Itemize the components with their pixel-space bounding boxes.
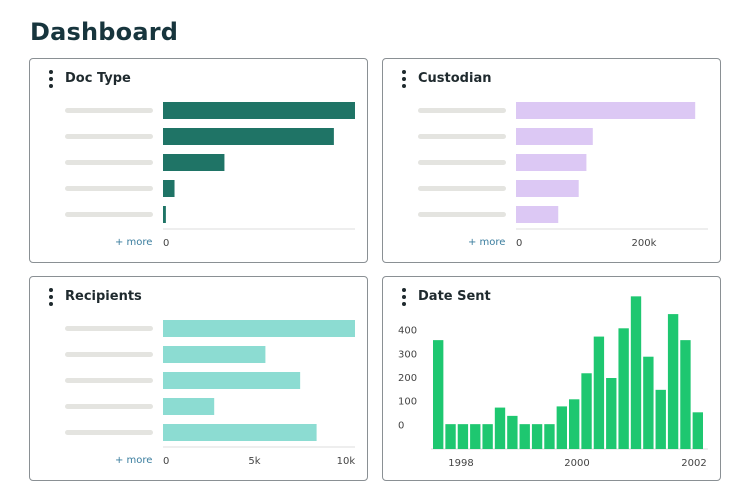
date-sent-bar <box>655 389 666 449</box>
date-sent-card: Date Sent 0 100 200 300 400 1998 2000 2002 <box>382 276 721 481</box>
recipients-card: Recipients 0 5k 10k + more <box>29 276 368 481</box>
date-sent-title: Date Sent <box>418 289 491 304</box>
doc_type-category-label-placeholder <box>65 212 153 217</box>
date-sent-menu-icon[interactable] <box>400 288 408 306</box>
custodian-category-label-placeholder <box>418 212 506 217</box>
date-sent-bar <box>667 314 679 449</box>
date-sent-x-tick-label: 1998 <box>448 458 473 469</box>
recipients-bar <box>163 424 317 441</box>
doc_type-category-label-placeholder <box>65 108 153 113</box>
doc_type-bar <box>163 154 225 171</box>
date-sent-x-tick-label: 2000 <box>564 458 589 469</box>
date-sent-y-tick-label: 400 <box>398 326 417 337</box>
recipients-more-link[interactable]: + more <box>115 455 153 466</box>
doc_type-category-label-placeholder <box>65 134 153 139</box>
date-sent-bar <box>556 406 567 449</box>
recipients-category-label-placeholder <box>65 352 153 357</box>
doc-type-chart: 0 <box>65 102 355 249</box>
recipients-x-tick-label: 0 <box>163 456 169 467</box>
date-sent-bar <box>544 424 555 449</box>
doc_type-category-label-placeholder <box>65 160 153 165</box>
date-sent-bar <box>630 296 642 449</box>
custodian-x-tick-label: 200k <box>632 238 657 249</box>
recipients-x-tick-label: 10k <box>337 456 356 467</box>
doc-type-more-link[interactable]: + more <box>115 237 153 248</box>
date-sent-bar <box>680 340 691 449</box>
date-sent-y-tick-label: 100 <box>398 397 417 408</box>
date-sent-bar <box>445 424 456 449</box>
recipients-category-label-placeholder <box>65 404 153 409</box>
doc_type-bar <box>163 180 175 197</box>
date-sent-bar <box>569 399 580 449</box>
recipients-bar <box>163 320 355 337</box>
date-sent-x-tick-label: 2002 <box>681 458 706 469</box>
custodian-bar <box>516 154 587 171</box>
recipients-title: Recipients <box>65 289 142 304</box>
date-sent-y-tick-label: 300 <box>398 349 417 360</box>
doc-type-card: Doc Type 0 + more <box>29 58 368 263</box>
recipients-bar <box>163 346 266 363</box>
custodian-chart: 0 200k <box>418 102 708 249</box>
recipients-menu-icon[interactable] <box>47 288 55 306</box>
recipients-category-label-placeholder <box>65 378 153 383</box>
custodian-x-tick-label: 0 <box>516 238 522 249</box>
date-sent-bar <box>606 378 617 449</box>
custodian-bar <box>516 180 579 197</box>
date-sent-bar <box>531 424 543 449</box>
date-sent-bar <box>593 336 605 449</box>
date-sent-bar <box>692 412 703 449</box>
date-sent-bar <box>581 373 592 449</box>
doc_type-bar <box>163 206 166 223</box>
doc_type-bar <box>163 128 334 145</box>
custodian-bar <box>516 128 593 145</box>
doc_type-bar <box>163 102 355 119</box>
doc-type-menu-icon[interactable] <box>47 70 55 88</box>
date-sent-bar <box>470 424 481 449</box>
custodian-more-link[interactable]: + more <box>468 237 506 248</box>
custodian-bar <box>516 206 559 223</box>
custodian-category-label-placeholder <box>418 186 506 191</box>
date-sent-bar <box>519 424 530 449</box>
date-sent-bar <box>494 407 506 449</box>
recipients-chart: 0 5k 10k <box>65 320 356 467</box>
recipients-category-label-placeholder <box>65 326 153 331</box>
date-sent-bar <box>643 356 654 449</box>
doc_type-x-tick-label: 0 <box>163 238 169 249</box>
custodian-card: Custodian 0 200k + more <box>382 58 721 263</box>
date-sent-y-tick-label: 200 <box>398 373 417 384</box>
page-title: Dashboard <box>30 18 179 46</box>
date-sent-bar <box>507 415 518 449</box>
date-sent-bar <box>482 424 493 449</box>
recipients-category-label-placeholder <box>65 430 153 435</box>
date-sent-bar <box>618 328 629 449</box>
custodian-category-label-placeholder <box>418 134 506 139</box>
recipients-bar <box>163 398 215 415</box>
recipients-bar <box>163 372 301 389</box>
date-sent-chart: 0 100 200 300 400 1998 2000 2002 <box>398 296 708 469</box>
custodian-menu-icon[interactable] <box>400 70 408 88</box>
date-sent-bar <box>433 340 444 449</box>
custodian-category-label-placeholder <box>418 160 506 165</box>
doc_type-category-label-placeholder <box>65 186 153 191</box>
custodian-bar <box>516 102 696 119</box>
recipients-x-tick-label: 5k <box>248 456 260 467</box>
doc-type-title: Doc Type <box>65 71 131 86</box>
date-sent-bar <box>457 424 469 449</box>
custodian-category-label-placeholder <box>418 108 506 113</box>
custodian-title: Custodian <box>418 71 492 86</box>
date-sent-y-tick-label: 0 <box>398 420 404 431</box>
